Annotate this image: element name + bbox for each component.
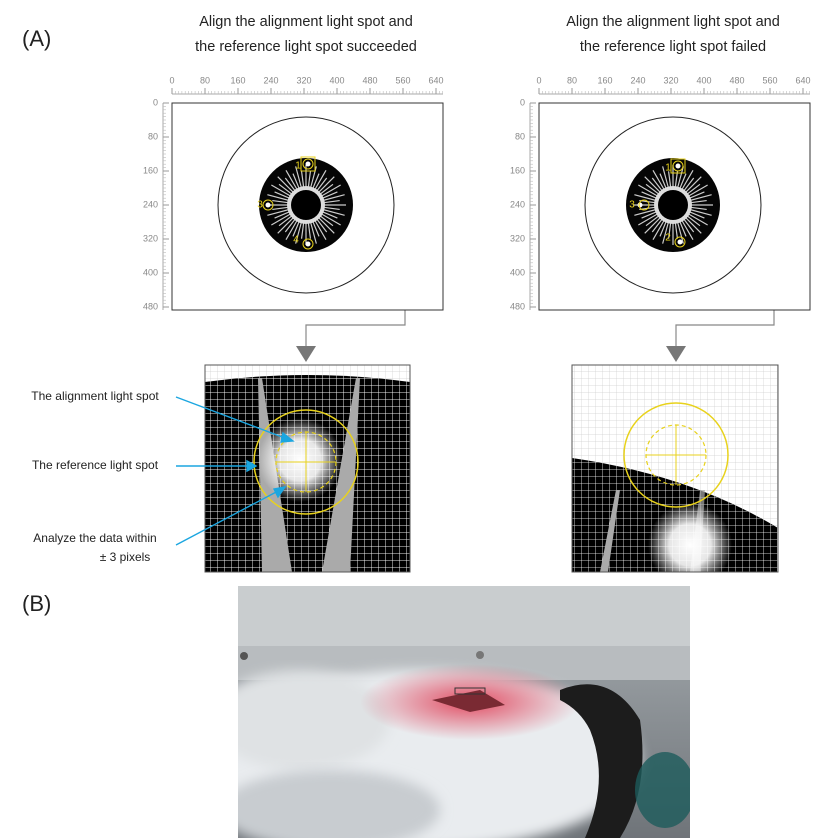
spot-label: 1 [295,161,301,172]
ruler-label: 0 [520,97,525,107]
ruler-label: 640 [428,75,443,85]
ruler-label: 160 [143,165,158,175]
ruler-label: 0 [536,75,541,85]
ruler-label: 80 [515,131,525,141]
spot-label: 3 [257,200,263,211]
panel-title: the reference light spot succeeded [195,39,417,55]
annotation: The alignment light spot [31,389,159,403]
arrow-head [666,346,686,362]
light-spot [638,203,643,208]
figure: (A) (B) [0,0,822,838]
ruler-label: 400 [143,267,158,277]
photo [200,586,695,838]
spot-label: 2 [665,233,671,244]
annotation: ± 3 pixels [100,550,151,564]
ruler-label: 240 [510,199,525,209]
panel-title: Align the alignment light spot and [566,14,780,30]
ruler-label: 480 [362,75,377,85]
panel-label: (A) [22,26,51,51]
ruler-label: 480 [143,301,158,311]
ruler-label: 0 [169,75,174,85]
pupil [658,190,688,220]
ruler-label: 160 [230,75,245,85]
light-spot [306,242,311,247]
light-spot [678,240,683,245]
ruler-label: 480 [729,75,744,85]
zoom-success [205,365,410,572]
ruler-label: 0 [153,97,158,107]
ruler-label: 320 [510,233,525,243]
ruler-label: 320 [663,75,678,85]
annotation: The reference light spot [32,458,159,472]
light-spot [676,164,681,169]
ruler-label: 400 [329,75,344,85]
ruler-label: 80 [567,75,577,85]
ruler-label: 560 [762,75,777,85]
ruler-label: 560 [395,75,410,85]
zoom-failed [572,365,778,587]
ruler-label: 240 [630,75,645,85]
ruler-label: 400 [696,75,711,85]
ruler-label: 160 [597,75,612,85]
ruler-label: 480 [510,301,525,311]
arrow-head [296,346,316,362]
spot-label: 4 [293,235,299,246]
spot-label: 1 [665,163,671,174]
ruler-label: 160 [510,165,525,175]
ruler-label: 80 [148,131,158,141]
ruler-label: 240 [143,199,158,209]
pupil [291,190,321,220]
panel-title: the reference light spot failed [580,39,766,55]
ruler-label: 640 [795,75,810,85]
light-spot [266,203,271,208]
spot-label: 3 [629,200,635,211]
ruler-label: 320 [296,75,311,85]
ruler-label: 80 [200,75,210,85]
ruler-label: 320 [143,233,158,243]
panel-title: Align the alignment light spot and [199,14,413,30]
ruler-label: 240 [263,75,278,85]
panel-label: (B) [22,591,51,616]
light-spot [306,162,311,167]
annotation: Analyze the data within [33,531,156,545]
ruler-label: 400 [510,267,525,277]
